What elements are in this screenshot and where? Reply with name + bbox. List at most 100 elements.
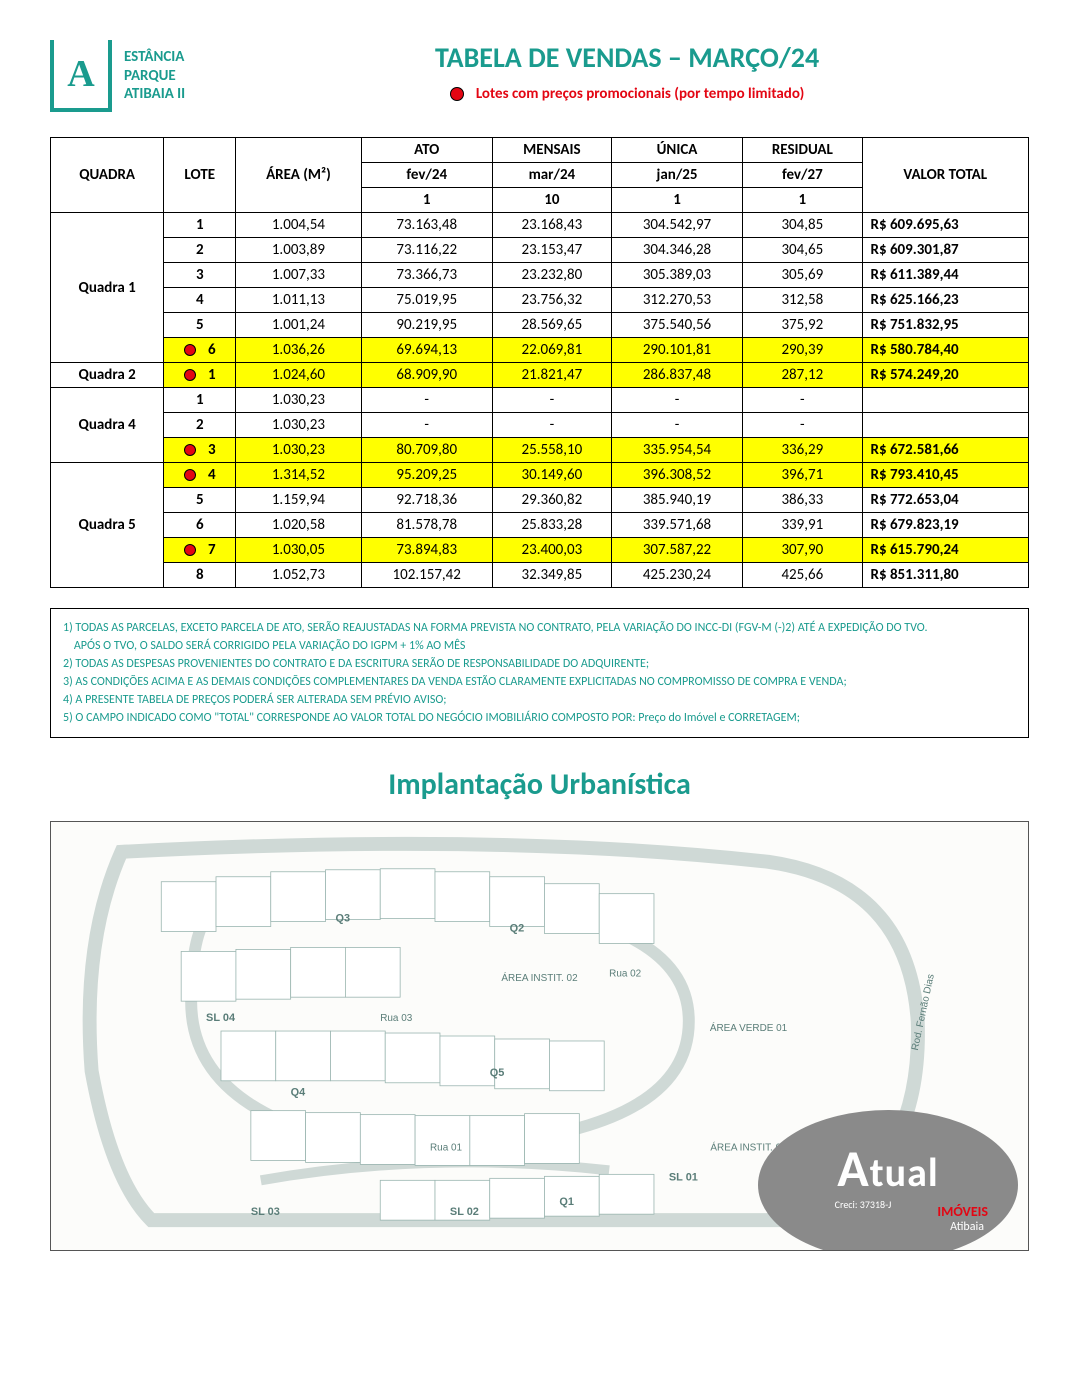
cell-unica: 396.308,52	[611, 463, 742, 488]
lote-cell: 8	[164, 563, 236, 588]
cell-residual: 386,33	[743, 488, 862, 513]
badge-city: Atibaia	[950, 1220, 984, 1234]
cell-ato: -	[361, 413, 492, 438]
section-title: Implantação Urbanística	[50, 766, 1029, 803]
cell-unica: 304.542,97	[611, 213, 742, 238]
notes-box: 1) TODAS AS PARCELAS, EXCETO PARCELA DE …	[50, 608, 1029, 738]
cell-unica: 339.571,68	[611, 513, 742, 538]
table-row: 71.030,0573.894,8323.400,03307.587,22307…	[51, 538, 1029, 563]
cell-unica: 286.837,48	[611, 363, 742, 388]
cell-ato: 73.894,83	[361, 538, 492, 563]
promo-legend: Lotes com preços promocionais (por tempo…	[225, 85, 1029, 103]
cell-unica: 290.101,81	[611, 338, 742, 363]
lote-cell: 4	[164, 288, 236, 313]
cell-total	[862, 388, 1028, 413]
col-residual-sub: fev/27	[743, 163, 862, 188]
cell-ato: 95.209,25	[361, 463, 492, 488]
cell-area: 1.024,60	[236, 363, 361, 388]
col-mensais: MENSAIS	[492, 138, 611, 163]
cell-area: 1.001,24	[236, 313, 361, 338]
lote-cell: 5	[164, 488, 236, 513]
promo-dot-icon	[184, 544, 196, 556]
lote-cell: 4	[164, 463, 236, 488]
cell-mensais: 23.400,03	[492, 538, 611, 563]
cell-total: R$ 609.695,63	[862, 213, 1028, 238]
cell-mensais: -	[492, 413, 611, 438]
cell-total: R$ 625.166,23	[862, 288, 1028, 313]
promo-dot-icon	[184, 344, 196, 356]
table-row: 21.030,23----	[51, 413, 1029, 438]
cell-area: 1.052,73	[236, 563, 361, 588]
cell-unica: 312.270,53	[611, 288, 742, 313]
cell-residual: -	[743, 413, 862, 438]
table-row: 51.001,2490.219,9528.569,65375.540,56375…	[51, 313, 1029, 338]
table-row: 81.052,73102.157,4232.349,85425.230,2442…	[51, 563, 1029, 588]
cell-ato: 73.116,22	[361, 238, 492, 263]
promo-dot-icon	[184, 444, 196, 456]
note-line: 2) TODAS AS DESPESAS PROVENIENTES DO CON…	[63, 655, 1016, 673]
cell-total: R$ 611.389,44	[862, 263, 1028, 288]
cell-mensais: 29.360,82	[492, 488, 611, 513]
site-plan: Q3 Q2 Q4 Q5 Q1 SL 04 SL 03 SL 02 SL 01 Á…	[50, 821, 1029, 1251]
cell-ato: 68.909,90	[361, 363, 492, 388]
logo-letter: A	[67, 52, 94, 96]
cell-area: 1.159,94	[236, 488, 361, 513]
cell-residual: -	[743, 388, 862, 413]
lote-cell: 2	[164, 238, 236, 263]
col-quadra: QUADRA	[51, 138, 164, 213]
col-unica-n: 1	[611, 188, 742, 213]
plan-label-rua03: Rua 03	[380, 1013, 413, 1024]
logo-line2: PARQUE	[124, 67, 185, 86]
cell-mensais: 21.821,47	[492, 363, 611, 388]
logo-text: ESTÂNCIA PARQUE ATIBAIA II	[124, 48, 185, 104]
quadra-cell: Quadra 1	[51, 213, 164, 363]
table-row: Quadra 111.004,5473.163,4823.168,43304.5…	[51, 213, 1029, 238]
cell-residual: 304,85	[743, 213, 862, 238]
cell-total: R$ 580.784,40	[862, 338, 1028, 363]
cell-area: 1.020,58	[236, 513, 361, 538]
quadra-cell: Quadra 5	[51, 463, 164, 588]
cell-residual: 339,91	[743, 513, 862, 538]
cell-unica: 425.230,24	[611, 563, 742, 588]
cell-unica: 385.940,19	[611, 488, 742, 513]
col-area: ÁREA (M²)	[236, 138, 361, 213]
cell-mensais: 25.833,28	[492, 513, 611, 538]
note-line: APÓS O TVO, O SALDO SERÁ CORRIGIDO PELA …	[63, 637, 1016, 655]
note-line: 5) O CAMPO INDICADO COMO "TOTAL" CORRESP…	[63, 709, 1016, 727]
plan-label-q1: Q1	[559, 1196, 574, 1208]
plan-label-sl02: SL 02	[450, 1206, 479, 1218]
col-mensais-sub: mar/24	[492, 163, 611, 188]
cell-residual: 375,92	[743, 313, 862, 338]
cell-unica: 304.346,28	[611, 238, 742, 263]
cell-ato: 75.019,95	[361, 288, 492, 313]
col-ato-sub: fev/24	[361, 163, 492, 188]
cell-residual: 396,71	[743, 463, 862, 488]
cell-ato: 73.366,73	[361, 263, 492, 288]
logo-line3: ATIBAIA II	[124, 85, 185, 104]
quadra-cell: Quadra 2	[51, 363, 164, 388]
col-residual: RESIDUAL	[743, 138, 862, 163]
cell-mensais: 22.069,81	[492, 338, 611, 363]
col-unica: ÚNICA	[611, 138, 742, 163]
cell-total: R$ 793.410,45	[862, 463, 1028, 488]
cell-ato: 81.578,78	[361, 513, 492, 538]
cell-area: 1.314,52	[236, 463, 361, 488]
cell-residual: 290,39	[743, 338, 862, 363]
table-row: 61.020,5881.578,7825.833,28339.571,68339…	[51, 513, 1029, 538]
lote-cell: 6	[164, 513, 236, 538]
promo-dot-icon	[184, 369, 196, 381]
plan-label-rua02: Rua 02	[609, 968, 642, 979]
cell-residual: 312,58	[743, 288, 862, 313]
cell-total: R$ 574.249,20	[862, 363, 1028, 388]
cell-area: 1.030,23	[236, 438, 361, 463]
note-line: 3) AS CONDIÇÕES ACIMA E AS DEMAIS CONDIÇ…	[63, 673, 1016, 691]
cell-area: 1.004,54	[236, 213, 361, 238]
cell-unica: 335.954,54	[611, 438, 742, 463]
plan-label-instit2: ÁREA INSTIT. 02	[501, 973, 578, 984]
plan-label-sl03: SL 03	[251, 1206, 280, 1218]
quadra-cell: Quadra 4	[51, 388, 164, 463]
badge-brand: Atual	[837, 1136, 938, 1200]
cell-area: 1.030,23	[236, 413, 361, 438]
lote-cell: 2	[164, 413, 236, 438]
lote-cell: 5	[164, 313, 236, 338]
